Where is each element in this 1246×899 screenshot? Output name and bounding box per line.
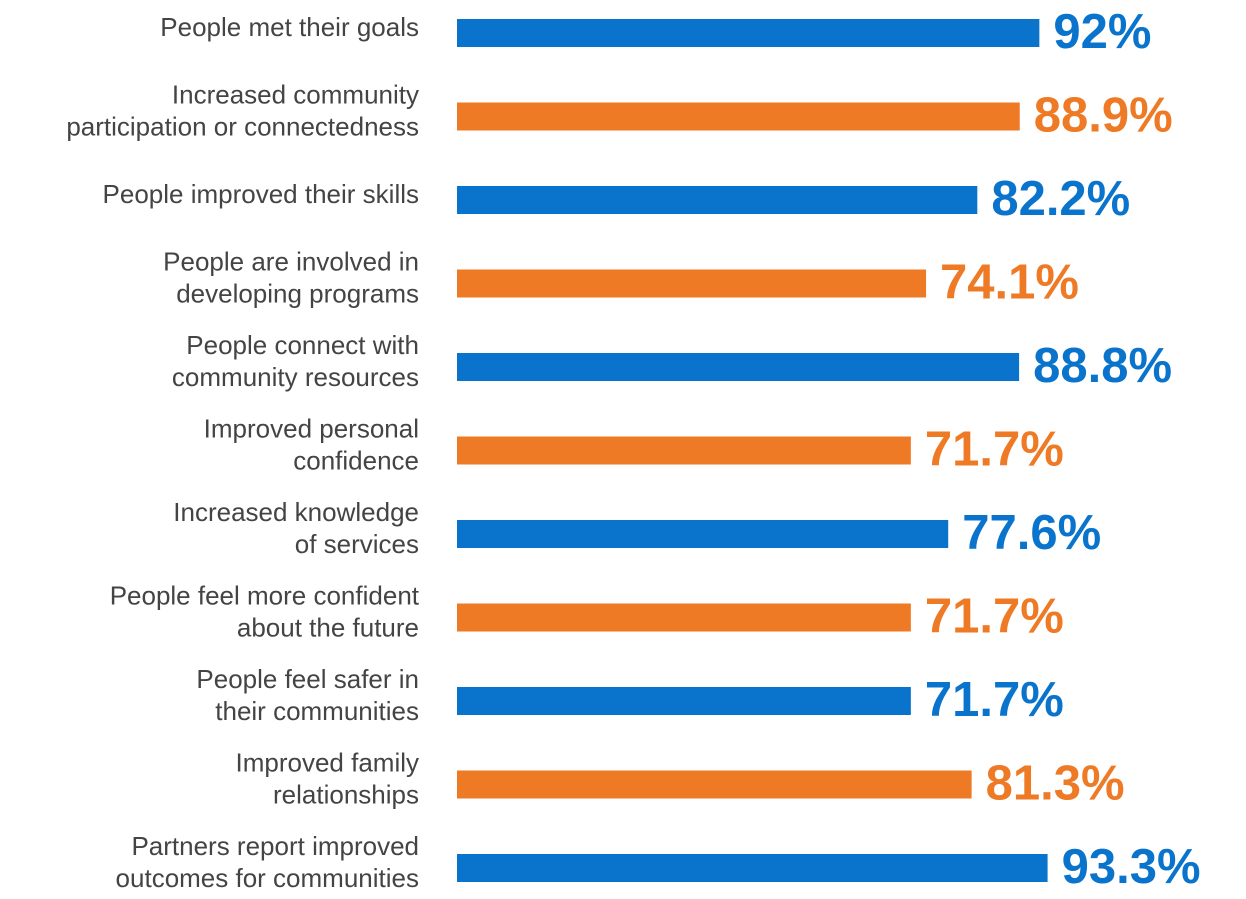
value-label: 71.7% <box>925 673 1064 727</box>
value-label: 82.2% <box>991 172 1130 226</box>
bar <box>457 436 911 465</box>
value-label: 93.3% <box>1062 840 1201 894</box>
bar <box>457 102 1020 131</box>
bar <box>457 687 911 715</box>
category-label: People feel safer in <box>196 664 419 694</box>
category-label: People connect with <box>186 330 419 360</box>
bar <box>457 770 972 799</box>
category-label: confidence <box>293 445 419 475</box>
value-label: 81.3% <box>986 756 1125 810</box>
category-label: Partners report improved <box>131 831 419 861</box>
value-label: 92% <box>1053 5 1151 59</box>
category-label: relationships <box>273 779 419 809</box>
value-label: 74.1% <box>940 255 1079 309</box>
bar <box>457 520 949 548</box>
value-label: 71.7% <box>925 422 1064 476</box>
value-label: 88.9% <box>1034 88 1173 142</box>
value-label: 77.6% <box>962 506 1101 560</box>
bar <box>457 186 978 214</box>
category-label: People met their goals <box>160 12 419 42</box>
category-label: participation or connectedness <box>66 111 419 141</box>
bar <box>457 19 1040 47</box>
bar <box>457 603 911 632</box>
value-label: 88.8% <box>1033 339 1172 393</box>
value-label: 71.7% <box>925 589 1064 643</box>
category-label: Improved family <box>236 747 420 777</box>
category-label: about the future <box>237 612 419 642</box>
category-label: Increased community <box>172 79 419 109</box>
bar <box>457 854 1048 882</box>
bar <box>457 353 1020 381</box>
category-label: community resources <box>172 362 419 392</box>
category-label: People are involved in <box>163 246 419 276</box>
category-label: their communities <box>215 696 419 726</box>
category-label: People improved their skills <box>103 179 419 209</box>
category-label: Increased knowledge <box>173 497 419 527</box>
category-label: Improved personal <box>204 413 419 443</box>
category-label: People feel more confident <box>110 580 420 610</box>
category-label: developing programs <box>176 278 419 308</box>
bar <box>457 269 927 298</box>
category-label: of services <box>295 529 419 559</box>
category-label: outcomes for communities <box>116 863 419 893</box>
